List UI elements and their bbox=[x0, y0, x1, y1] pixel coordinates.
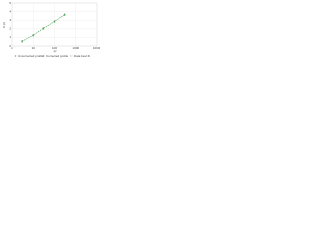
point bbox=[63, 14, 66, 16]
y-tick-label: 3 bbox=[9, 18, 11, 22]
legend-label: Corrected profile bbox=[46, 54, 69, 58]
y-tick-label: 4 bbox=[9, 9, 11, 13]
y-tick-label: 0 bbox=[9, 44, 11, 48]
legend-swatch bbox=[14, 55, 17, 57]
x-tick-label: 10 bbox=[32, 46, 36, 50]
point bbox=[53, 20, 56, 22]
point bbox=[42, 27, 45, 29]
legend-swatch bbox=[42, 55, 45, 57]
point bbox=[21, 40, 23, 42]
point bbox=[21, 41, 23, 43]
point bbox=[32, 34, 34, 37]
fit-line bbox=[21, 14, 65, 42]
x-tick-label: 1 bbox=[11, 46, 13, 50]
y-tick-label: 1 bbox=[9, 35, 11, 39]
point bbox=[53, 21, 56, 23]
legend-label: Uncorrected profile bbox=[18, 54, 44, 58]
x-tick-label: 10000 bbox=[93, 46, 100, 50]
x-tick-label: 1000 bbox=[72, 46, 79, 50]
chart: ln (I) q² 012345110100100010000Uncorrect… bbox=[2, 1, 100, 58]
y-axis-label: ln (I) bbox=[2, 22, 6, 28]
point bbox=[42, 28, 45, 30]
legend-label: Data best fit bbox=[74, 54, 90, 58]
y-tick-label: 2 bbox=[9, 27, 11, 31]
point bbox=[63, 13, 66, 15]
point bbox=[32, 34, 34, 36]
x-tick-label: 100 bbox=[52, 46, 57, 50]
y-tick-label: 5 bbox=[9, 1, 11, 5]
x-axis-label: q² bbox=[54, 49, 57, 53]
